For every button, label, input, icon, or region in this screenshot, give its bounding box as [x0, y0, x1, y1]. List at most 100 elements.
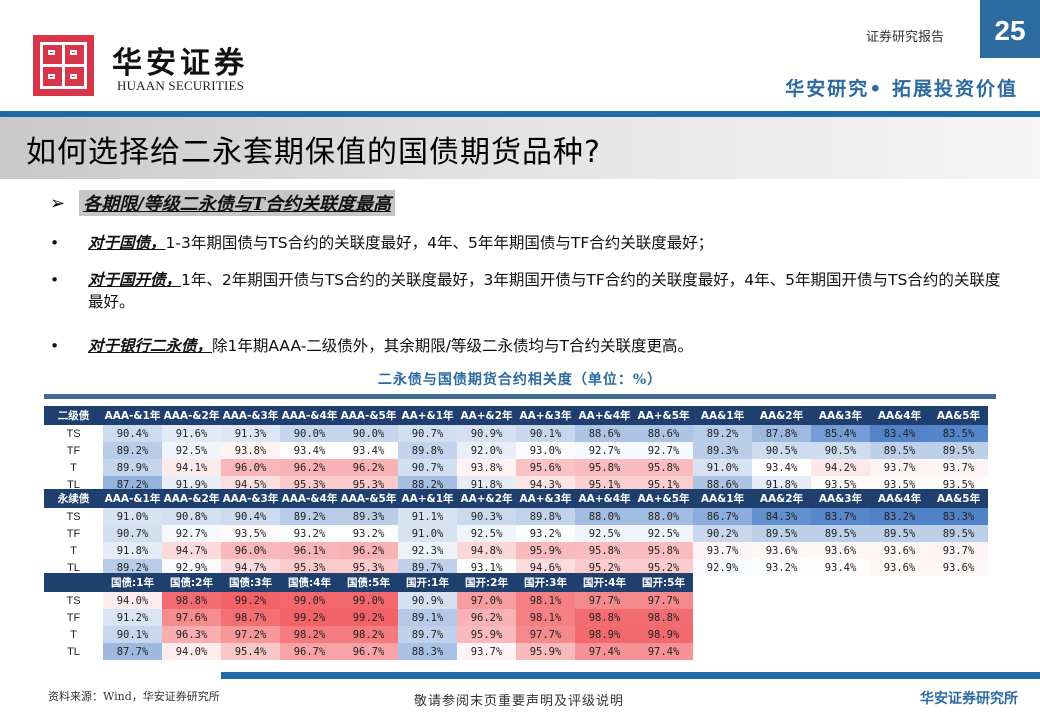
correlation-cell: 95.2% — [575, 559, 634, 576]
correlation-cell: 89.2% — [693, 425, 752, 442]
correlation-cell: 91.9% — [162, 476, 221, 493]
correlation-cell: 98.8% — [634, 609, 693, 626]
correlation-cell: 90.7% — [103, 525, 162, 542]
correlation-cell: 88.2% — [398, 476, 457, 493]
bullet-dot-icon: • — [50, 234, 60, 252]
correlation-cell: 98.7% — [221, 609, 280, 626]
correlation-cell: 89.5% — [929, 442, 988, 459]
arrow-bullet-icon: ➢ — [50, 192, 66, 214]
table-row: TL 89.2% 92.9% 94.7% 95.3% 95.3% 89.7% 93.1% 94.… — [44, 559, 988, 576]
correlation-cell: 93.8% — [457, 459, 516, 476]
correlation-cell: 94.8% — [457, 542, 516, 559]
correlation-cell: 93.2% — [752, 559, 811, 576]
correlation-cell: 96.0% — [221, 542, 280, 559]
correlation-cell: 89.7% — [398, 626, 457, 643]
column-header: AA+&2年 — [457, 406, 516, 425]
bullet-item: • 对于国开债，1年、2年期国开债与TS合约的关联度最好，3年期国开债与TF合约… — [50, 269, 1010, 313]
correlation-cell: 99.0% — [339, 592, 398, 609]
correlation-cell: 90.5% — [752, 442, 811, 459]
correlation-cell: 93.2% — [516, 525, 575, 542]
correlation-cell: 90.2% — [693, 525, 752, 542]
correlation-cell: 93.6% — [929, 559, 988, 576]
correlation-cell: 96.2% — [280, 459, 339, 476]
correlation-cell: 89.3% — [339, 508, 398, 525]
correlation-cell: 98.2% — [339, 626, 398, 643]
contract-label: TL — [67, 478, 80, 491]
correlation-cell: 83.7% — [811, 508, 870, 525]
correlation-cell: 92.5% — [457, 525, 516, 542]
correlation-cell: 96.2% — [339, 542, 398, 559]
correlation-cell: 90.9% — [398, 592, 457, 609]
column-header: AAA-&1年 — [103, 489, 162, 508]
page-number: 25 — [980, 0, 1040, 58]
correlation-cell: 83.2% — [870, 508, 929, 525]
column-header: 国开:4年 — [575, 573, 634, 592]
table-header-row: 二级债 AAA-&1年 AAA-&2年 AAA-&3年 AAA-&4年 AAA-&5年 AA… — [44, 406, 988, 425]
correlation-cell: 89.7% — [398, 559, 457, 576]
correlation-cell: 90.0% — [339, 425, 398, 442]
correlation-cell: 91.0% — [103, 508, 162, 525]
column-header: AA&3年 — [811, 489, 870, 508]
correlation-cell: 91.8% — [457, 476, 516, 493]
column-header: 国债:1年 — [103, 573, 162, 592]
correlation-cell: 93.5% — [929, 476, 988, 493]
brand-name-cn: 华安证券 — [112, 46, 248, 81]
correlation-table-perpetual: 永续债 AAA-&1年 AAA-&2年 AAA-&3年 AAA-&4年 AAA-&5年 AA… — [44, 489, 988, 576]
column-header: 国债:4年 — [280, 573, 339, 592]
correlation-cell: 88.6% — [693, 476, 752, 493]
correlation-cell: 93.5% — [870, 476, 929, 493]
correlation-cell: 90.5% — [811, 442, 870, 459]
correlation-cell: 95.3% — [339, 559, 398, 576]
correlation-cell: 83.4% — [870, 425, 929, 442]
correlation-cell: 83.5% — [929, 425, 988, 442]
disclaimer-link[interactable]: 敬请参阅末页重要声明及评级说明 — [414, 694, 625, 709]
correlation-cell: 90.1% — [516, 425, 575, 442]
correlation-cell: 93.7% — [693, 542, 752, 559]
correlation-cell: 93.6% — [870, 542, 929, 559]
correlation-cell: 93.0% — [516, 442, 575, 459]
correlation-cell: 90.7% — [398, 425, 457, 442]
correlation-cell: 97.2% — [221, 626, 280, 643]
correlation-cell: 87.8% — [752, 425, 811, 442]
correlation-cell: 93.6% — [870, 559, 929, 576]
correlation-cell: 97.7% — [634, 592, 693, 609]
correlation-cell: 93.6% — [752, 542, 811, 559]
correlation-cell: 97.6% — [162, 609, 221, 626]
correlation-cell: 93.4% — [339, 442, 398, 459]
correlation-cell: 93.7% — [457, 643, 516, 660]
column-header: AA+&2年 — [457, 489, 516, 508]
column-header: AA&4年 — [870, 489, 929, 508]
table-row: TF 91.2% 97.6% 98.7% 99.2% 99.2% 89.1% 96.2% 98.… — [44, 609, 693, 626]
correlation-cell: 97.4% — [575, 643, 634, 660]
correlation-cell: 93.4% — [752, 459, 811, 476]
contract-label: TF — [66, 611, 81, 624]
block-label — [44, 573, 103, 592]
column-header: AA&2年 — [752, 489, 811, 508]
table-row: TL 87.2% 91.9% 94.5% 95.3% 95.3% 88.2% 91.8% 94.… — [44, 476, 988, 493]
correlation-cell: 96.3% — [162, 626, 221, 643]
correlation-cell: 95.9% — [516, 542, 575, 559]
bullet-dot-icon: • — [50, 271, 60, 289]
correlation-cell: 93.6% — [811, 542, 870, 559]
correlation-cell: 91.0% — [398, 525, 457, 542]
correlation-cell: 90.3% — [457, 508, 516, 525]
table-row: TF 89.2% 92.5% 93.8% 93.4% 93.4% 89.8% 92.0% 93.… — [44, 442, 988, 459]
correlation-cell: 89.2% — [103, 559, 162, 576]
bullet-item: • 对于银行二永债，除1年期AAA-二级债外，其余期限/等级二永债均与T合约关联… — [50, 335, 1010, 357]
section-heading: ➢ 各期限/等级二永债与T合约关联度最高 — [50, 190, 396, 216]
column-header: 国开:2年 — [457, 573, 516, 592]
correlation-cell: 97.7% — [575, 592, 634, 609]
page-title: 如何选择给二永套期保值的国债期货品种? — [26, 135, 601, 170]
correlation-cell: 92.3% — [398, 542, 457, 559]
column-header: AA+&5年 — [634, 406, 693, 425]
column-header: AA&4年 — [870, 406, 929, 425]
correlation-cell: 89.2% — [280, 508, 339, 525]
bullet-lead: 对于国开债， — [88, 270, 182, 289]
correlation-cell: 88.0% — [575, 508, 634, 525]
table-title: 二永债与国债期货合约相关度（单位：%） — [377, 372, 663, 388]
column-header: AAA-&5年 — [339, 489, 398, 508]
correlation-cell: 90.0% — [280, 425, 339, 442]
correlation-cell: 93.7% — [929, 459, 988, 476]
report-label: 证券研究报告 — [866, 30, 945, 45]
correlation-cell: 92.7% — [162, 525, 221, 542]
